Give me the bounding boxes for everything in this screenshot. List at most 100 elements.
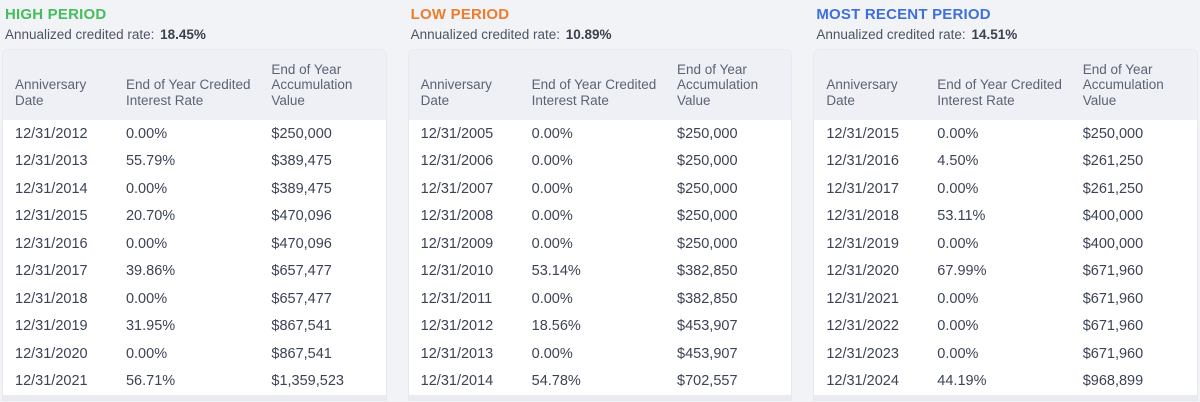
panel-header: HIGH PERIOD Annualized credited rate: 18… <box>3 6 386 43</box>
credited-rate-cell: 0.00% <box>937 235 979 252</box>
credited-rate-cell: 0.00% <box>125 125 168 142</box>
anniversary-date-cell: 12/31/2020 <box>826 263 899 280</box>
accumulation-value-cell: $250,000 <box>677 208 738 225</box>
credited-rate-cell: 18.56% <box>531 318 581 335</box>
anniversary-date-cell: 12/31/2014 <box>15 180 88 197</box>
credited-rate-cell: 0.00% <box>125 180 168 197</box>
card-footer-strip <box>814 395 1197 400</box>
anniversary-date-cell: 12/31/2017 <box>826 180 899 197</box>
column-header-anniversary-date: Anniversary Date <box>3 50 114 120</box>
anniversary-date-cell: 12/31/2013 <box>420 345 494 362</box>
credited-rate-cell: 20.70% <box>125 208 176 225</box>
accumulation-value-cell: $250,000 <box>677 153 738 170</box>
anniversary-date-cell: 12/31/2014 <box>420 373 494 390</box>
accumulation-value-cell: $250,000 <box>677 180 738 197</box>
credited-rate-cell: 0.00% <box>531 180 573 197</box>
accumulation-value-cell: $400,000 <box>1082 208 1144 225</box>
credited-rate-cell: 54.78% <box>531 373 581 390</box>
anniversary-date-cell: 12/31/2015 <box>15 208 88 225</box>
table-row: 12/31/2012 18.56% $453,907 <box>409 313 792 341</box>
accumulation-value-cell: $1,359,523 <box>271 373 344 390</box>
table-row: 12/31/2019 0.00% $400,000 <box>814 230 1197 258</box>
anniversary-date-cell: 12/31/2023 <box>826 345 899 362</box>
accumulation-value-cell: $657,477 <box>271 263 332 280</box>
table-header: Anniversary Date End of Year Credited In… <box>3 50 386 120</box>
credited-rate-cell: 0.00% <box>937 290 979 307</box>
accumulation-value-cell: $470,096 <box>271 235 332 252</box>
period-table-card: Anniversary Date End of Year Credited In… <box>3 50 386 400</box>
table-row: 12/31/2014 54.78% $702,557 <box>409 368 792 396</box>
credited-rate-cell: 53.14% <box>531 263 581 280</box>
credited-rate-cell: 0.00% <box>531 125 573 142</box>
table-body: 12/31/2012 0.00% $250,000 12/31/2013 55.79% $… <box>3 120 386 395</box>
accumulation-value-cell: $671,960 <box>1082 318 1144 335</box>
anniversary-date-cell: 12/31/2008 <box>420 208 494 225</box>
credited-rate-cell: 31.95% <box>125 318 176 335</box>
column-header-credited-interest-rate: End of Year Credited Interest Rate <box>519 50 666 120</box>
accumulation-value-cell: $250,000 <box>677 235 738 252</box>
credited-rate-cell: 0.00% <box>937 345 979 362</box>
credited-rate-cell: 39.86% <box>125 263 176 280</box>
annualized-rate-label: Annualized credited rate: <box>5 27 155 42</box>
accumulation-value-cell: $382,850 <box>677 263 738 280</box>
accumulation-value-cell: $389,475 <box>271 180 332 197</box>
table-row: 12/31/2020 0.00% $867,541 <box>3 340 386 368</box>
accumulation-value-cell: $671,960 <box>1082 290 1144 307</box>
table-row: 12/31/2006 0.00% $250,000 <box>409 148 792 176</box>
annualized-rate-value: 14.51% <box>971 27 1018 42</box>
annualized-rate-label: Annualized credited rate: <box>816 27 966 42</box>
table-row: 12/31/2010 53.14% $382,850 <box>409 258 792 286</box>
anniversary-date-cell: 12/31/2020 <box>15 345 88 362</box>
table-row: 12/31/2015 20.70% $470,096 <box>3 203 386 231</box>
annualized-rate-value: 18.45% <box>160 27 206 42</box>
credited-rate-cell: 0.00% <box>937 180 979 197</box>
anniversary-date-cell: 12/31/2015 <box>826 125 899 142</box>
anniversary-date-cell: 12/31/2010 <box>420 263 494 280</box>
panel-title: MOST RECENT PERIOD <box>816 6 991 23</box>
anniversary-date-cell: 12/31/2024 <box>826 373 899 390</box>
anniversary-date-cell: 12/31/2012 <box>15 125 88 142</box>
anniversary-date-cell: 12/31/2009 <box>420 235 494 252</box>
table-row: 12/31/2013 0.00% $453,907 <box>409 340 792 368</box>
credited-rate-cell: 0.00% <box>125 345 168 362</box>
period-table-card: Anniversary Date End of Year Credited In… <box>814 50 1197 400</box>
accumulation-value-cell: $250,000 <box>677 125 738 142</box>
table-row: 12/31/2008 0.00% $250,000 <box>409 203 792 231</box>
table-row: 12/31/2022 0.00% $671,960 <box>814 313 1197 341</box>
card-footer-strip <box>408 395 792 400</box>
panel-header: LOW PERIOD Annualized credited rate: 10.… <box>409 6 792 43</box>
table-row: 12/31/2009 0.00% $250,000 <box>409 230 792 258</box>
table-header: Anniversary Date End of Year Credited In… <box>408 50 792 120</box>
credited-rate-cell: 55.79% <box>125 153 176 170</box>
accumulation-value-cell: $389,475 <box>271 153 332 170</box>
table-row: 12/31/2020 67.99% $671,960 <box>814 258 1197 286</box>
credited-rate-cell: 56.71% <box>125 373 176 390</box>
table-row: 12/31/2011 0.00% $382,850 <box>409 285 792 313</box>
anniversary-date-cell: 12/31/2005 <box>420 125 494 142</box>
credited-rate-cell: 53.11% <box>937 208 986 225</box>
column-header-accumulation-value: End of Year Accumulation Value <box>1070 50 1197 120</box>
annualized-rate-label: Annualized credited rate: <box>410 27 560 42</box>
panel-low-period: LOW PERIOD Annualized credited rate: 10.… <box>408 6 792 402</box>
table-row: 12/31/2012 0.00% $250,000 <box>3 120 386 148</box>
period-table-card: Anniversary Date End of Year Credited In… <box>408 50 792 400</box>
table-row: 12/31/2016 4.50% $261,250 <box>814 148 1197 176</box>
credited-rate-cell: 4.50% <box>937 153 979 170</box>
table-header: Anniversary Date End of Year Credited In… <box>814 50 1197 120</box>
column-header-credited-interest-rate: End of Year Credited Interest Rate <box>113 50 260 120</box>
anniversary-date-cell: 12/31/2006 <box>420 153 494 170</box>
table-row: 12/31/2018 0.00% $657,477 <box>3 285 386 313</box>
table-row: 12/31/2017 0.00% $261,250 <box>814 175 1197 203</box>
anniversary-date-cell: 12/31/2011 <box>420 290 493 307</box>
table-row: 12/31/2018 53.11% $400,000 <box>814 203 1197 231</box>
accumulation-value-cell: $382,850 <box>677 290 738 307</box>
column-header-anniversary-date: Anniversary Date <box>814 50 926 120</box>
annualized-rate-line: Annualized credited rate: 18.45% <box>5 27 386 43</box>
credited-rate-cell: 0.00% <box>531 208 573 225</box>
panel-title: LOW PERIOD <box>410 6 510 23</box>
table-row: 12/31/2005 0.00% $250,000 <box>409 120 792 148</box>
accumulation-value-cell: $453,907 <box>677 345 738 362</box>
anniversary-date-cell: 12/31/2022 <box>826 318 899 335</box>
credited-rate-cell: 67.99% <box>937 263 987 280</box>
credited-rate-cell: 0.00% <box>125 235 168 252</box>
